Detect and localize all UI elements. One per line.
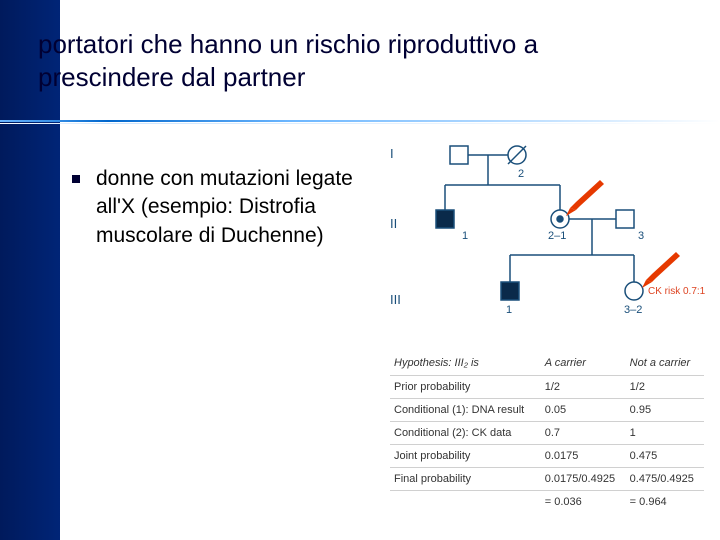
row-label: Final probability — [390, 468, 541, 491]
table-row: Conditional (1): DNA result 0.05 0.95 — [390, 399, 704, 422]
bayes-table-el: Hypothesis: III₂ is A carrier Not a carr… — [390, 352, 704, 513]
row-val-a: 1/2 — [541, 376, 626, 399]
bayes-header-row: Hypothesis: III₂ is A carrier Not a carr… — [390, 352, 704, 376]
arrow-icon — [642, 248, 682, 288]
row-val-a: 0.0175 — [541, 445, 626, 468]
row-val-a: 0.05 — [541, 399, 626, 422]
ped-label-II2: 2–1 — [548, 230, 566, 242]
table-row: = 0.036 = 0.964 — [390, 491, 704, 514]
row-label: Conditional (1): DNA result — [390, 399, 541, 422]
hypothesis-label: Hypothesis: III₂ is — [390, 352, 541, 376]
slide-title: portatori che hanno un rischio riprodutt… — [38, 28, 598, 93]
table-row: Final probability 0.0175/0.4925 0.475/0.… — [390, 468, 704, 491]
title-divider — [0, 120, 720, 122]
arrow-icon — [566, 176, 606, 216]
row-val-b: 1/2 — [626, 376, 704, 399]
row-val-a: 0.7 — [541, 422, 626, 445]
col-a-carrier: A carrier — [541, 352, 626, 376]
row-val-b: = 0.964 — [626, 491, 704, 514]
row-label: Joint probability — [390, 445, 541, 468]
pedigree-svg — [390, 140, 700, 340]
ped-label-I2: 2 — [518, 168, 524, 180]
bullet-text: donne con mutazioni legate all'X (esempi… — [96, 165, 376, 250]
row-label — [390, 491, 541, 514]
table-row: Joint probability 0.0175 0.475 — [390, 445, 704, 468]
row-val-a: = 0.036 — [541, 491, 626, 514]
bullet-square-icon — [72, 175, 80, 183]
ped-label-III1: 1 — [506, 304, 512, 316]
pedigree-figure: I II III — [390, 140, 700, 340]
row-label: Prior probability — [390, 376, 541, 399]
row-val-b: 0.475 — [626, 445, 704, 468]
bullet-item: donne con mutazioni legate all'X (esempi… — [96, 165, 376, 250]
table-row: Conditional (2): CK data 0.7 1 — [390, 422, 704, 445]
title-divider-highlight — [0, 123, 720, 124]
bayesian-table: Hypothesis: III₂ is A carrier Not a carr… — [390, 352, 704, 513]
row-val-a: 0.0175/0.4925 — [541, 468, 626, 491]
row-label: Conditional (2): CK data — [390, 422, 541, 445]
ped-label-II1: 1 — [462, 230, 468, 242]
col-not-carrier: Not a carrier — [626, 352, 704, 376]
ped-label-II3: 3 — [638, 230, 644, 242]
row-val-b: 1 — [626, 422, 704, 445]
row-val-b: 0.95 — [626, 399, 704, 422]
row-val-b: 0.475/0.4925 — [626, 468, 704, 491]
table-row: Prior probability 1/2 1/2 — [390, 376, 704, 399]
ped-label-III2: 3–2 — [624, 304, 642, 316]
